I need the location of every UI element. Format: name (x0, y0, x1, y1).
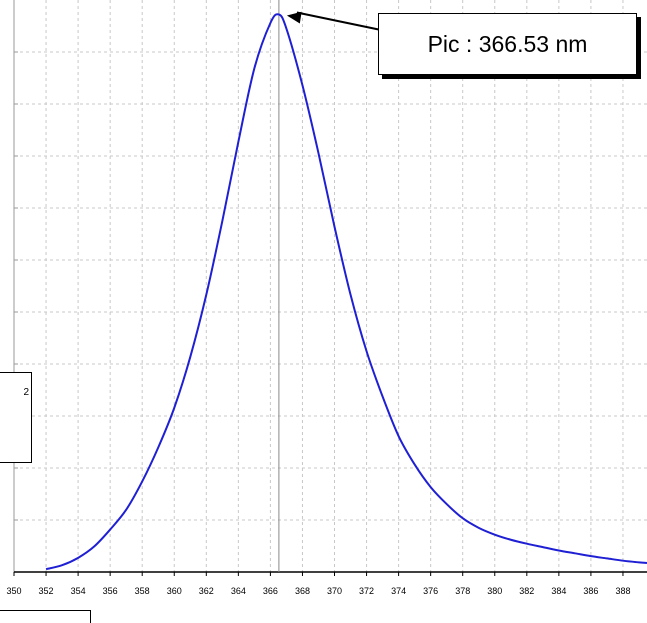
x-tick-label-1: 352 (39, 586, 54, 596)
x-tick-label-12: 374 (391, 586, 406, 596)
y-ticks (14, 51, 18, 521)
x-tick-label-5: 360 (167, 586, 182, 596)
x-tick-label-15: 380 (487, 586, 502, 596)
x-ticks: 350 352 354 356 358 360 362 364 366 368 370 372 374 3… (6, 572, 630, 596)
series-line (45, 13, 647, 571)
peak-annotation-text: Pic : 366.53 nm (427, 30, 588, 57)
x-tick-label-16: 382 (519, 586, 534, 596)
x-tick-label-9: 368 (295, 586, 310, 596)
annotation-arrow (296, 11, 382, 31)
peak-annotation-box: Pic : 366.53 nm (378, 13, 637, 75)
grid-lines (13, 0, 647, 572)
x-tick-label-8: 366 (263, 586, 278, 596)
x-tick-label-6: 362 (199, 586, 214, 596)
x-tick-label-13: 376 (423, 586, 438, 596)
partial-annotation-box-left: 2 (0, 372, 32, 463)
x-tick-label-19: 388 (615, 586, 630, 596)
x-tick-label-4: 358 (135, 586, 150, 596)
x-tick-label-0: 350 (6, 586, 21, 596)
x-tick-label-3: 356 (103, 586, 118, 596)
partial-annotation-text: 2 (23, 387, 29, 398)
x-tick-label-10: 370 (327, 586, 342, 596)
x-tick-label-11: 372 (359, 586, 374, 596)
x-tick-label-2: 354 (71, 586, 86, 596)
x-tick-label-18: 386 (583, 586, 598, 596)
x-tick-label-7: 364 (231, 586, 246, 596)
x-tick-label-17: 384 (551, 586, 566, 596)
x-tick-label-14: 378 (455, 586, 470, 596)
annotation-arrowhead (286, 11, 302, 24)
